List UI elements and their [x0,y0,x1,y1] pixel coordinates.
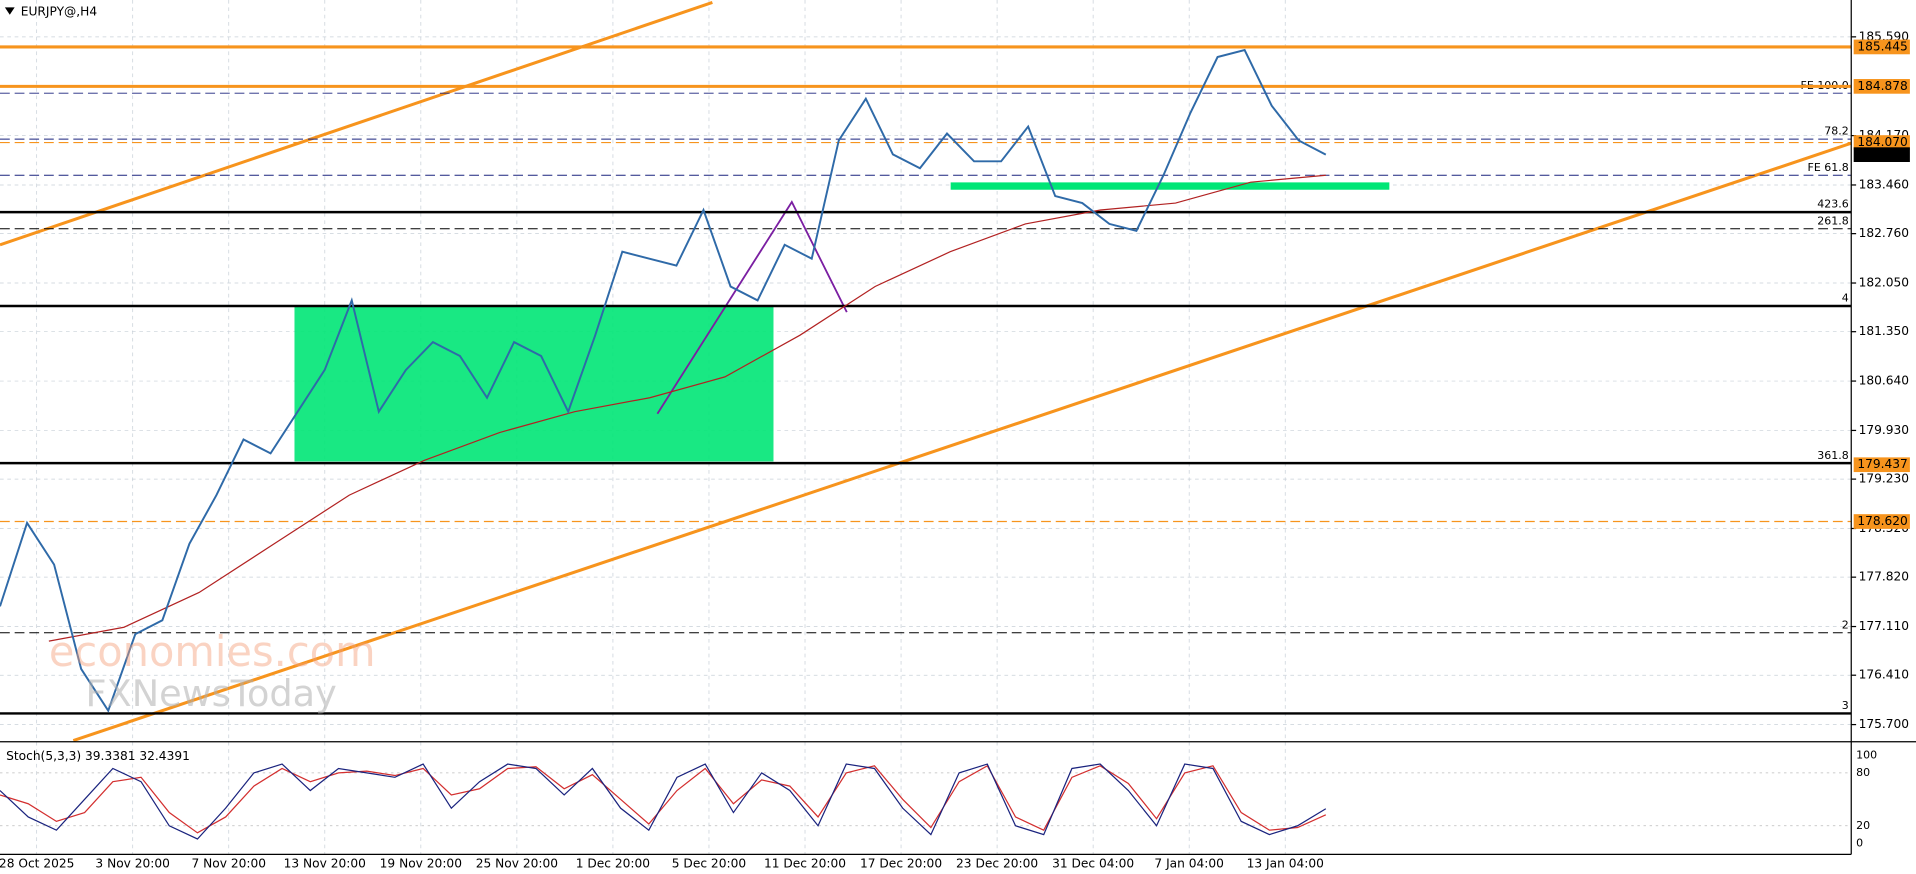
level-label: FE 61.8 [1808,161,1849,174]
zone [950,182,1390,190]
price-label: 178.620 [1857,514,1907,528]
y-tick-label: 179.930 [1859,423,1909,437]
y-tick-label: 179.230 [1859,472,1909,486]
level-label: 4 [1842,292,1849,305]
price-box [1853,79,1910,94]
y-tick-label: 177.820 [1859,570,1909,584]
x-tick-label: 25 Nov 20:00 [476,857,558,871]
chart-title: EURJPY@,H4 [21,5,98,19]
x-tick-label: 13 Nov 20:00 [284,857,366,871]
price-box [1853,147,1910,162]
price-label: 184.070 [1857,135,1907,149]
zone [294,306,774,462]
stoch-tick-label: 80 [1856,766,1870,779]
x-tick-label: 19 Nov 20:00 [380,857,462,871]
y-tick-label: 176.410 [1859,668,1909,682]
x-tick-label: 5 Dec 20:00 [672,857,746,871]
level-label: 3 [1842,699,1849,712]
price-label: 183.896 [1857,147,1907,161]
x-tick-label: 3 Nov 20:00 [95,857,170,871]
watermark: FXNewsToday [86,672,337,715]
price-box [1853,514,1910,529]
price-label: 179.437 [1857,457,1907,471]
price-label: 185.445 [1857,39,1907,53]
x-tick-label: 7 Nov 20:00 [191,857,266,871]
stoch-tick-label: 0 [1856,836,1863,849]
x-tick-label: 11 Dec 20:00 [764,857,846,871]
x-tick-label: 31 Dec 04:00 [1052,857,1134,871]
x-tick-label: 23 Dec 20:00 [956,857,1038,871]
price-box [1853,457,1910,473]
y-tick-label: 183.460 [1859,177,1909,191]
price-box [1853,135,1910,150]
stoch-tick-label: 20 [1856,819,1870,832]
menu-icon[interactable] [4,7,15,15]
series-line [0,763,1327,840]
level-label: 78.2 [1824,125,1848,138]
pattern [656,200,848,415]
x-tick-label: 13 Jan 04:00 [1247,857,1324,871]
level-label: 423.6 [1817,198,1848,211]
y-tick-label: 180.640 [1859,374,1909,388]
x-tick-label: 17 Dec 20:00 [860,857,942,871]
y-tick-label: 182.050 [1859,276,1909,290]
stoch-title: Stoch(5,3,3) 39.3381 32.4391 [6,749,190,763]
axis: 185.590184.170183.460182.760182.050181.3… [0,29,1910,871]
x-tick-label: 28 Oct 2025 [0,857,74,871]
trendline [0,0,713,247]
x-tick-label: 1 Dec 20:00 [576,857,650,871]
level-label: 2 [1842,618,1849,631]
watermark: economies.com [49,627,376,676]
x-tick-label: 7 Jan 04:00 [1154,857,1224,871]
y-tick-label: 182.760 [1859,226,1909,240]
y-tick-label: 181.350 [1859,324,1909,338]
level-label: 261.8 [1817,214,1848,227]
y-tick-label: 177.110 [1859,619,1909,633]
stoch-tick-label: 100 [1856,748,1877,761]
price-box [1853,39,1910,55]
series-line [48,174,1326,642]
price-label: 184.878 [1857,79,1907,93]
plot [0,48,1327,840]
series-line [0,48,1327,713]
trendline [72,141,1852,743]
y-tick-label: 175.700 [1859,717,1909,731]
level-label: 361.8 [1817,449,1848,462]
